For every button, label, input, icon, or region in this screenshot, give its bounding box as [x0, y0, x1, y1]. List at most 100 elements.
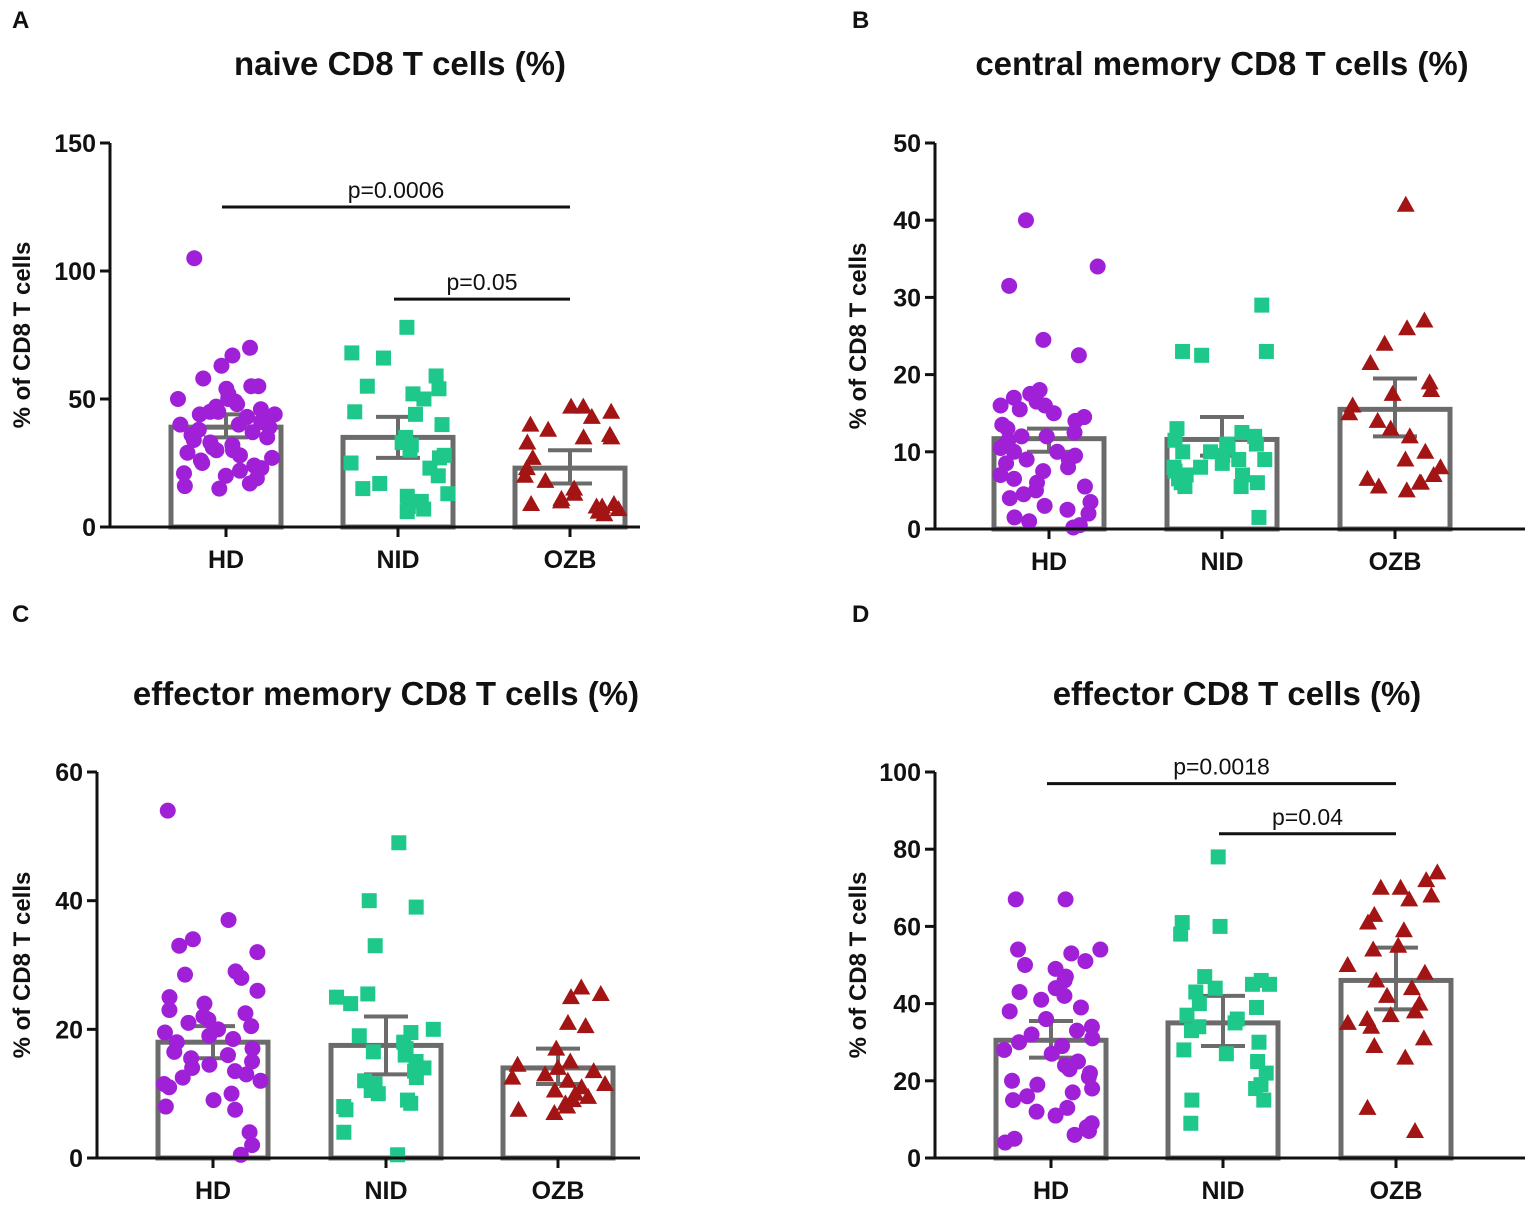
data-point-hd	[241, 475, 258, 492]
data-point-nid	[367, 938, 383, 954]
data-point-hd	[252, 1072, 269, 1089]
data-point-hd	[1011, 984, 1028, 1001]
data-point-hd	[208, 442, 225, 459]
data-point-hd	[1035, 331, 1052, 348]
data-point-hd	[196, 995, 213, 1012]
data-point-hd	[1018, 451, 1035, 468]
data-point-nid	[1244, 976, 1260, 992]
data-point-hd	[179, 444, 196, 461]
data-point-nid	[428, 368, 444, 384]
data-point-ozb	[1394, 921, 1413, 938]
data-point-hd	[1064, 1084, 1081, 1101]
data-point-ozb	[561, 988, 580, 1005]
data-point-nid	[402, 442, 418, 458]
data-point-nid	[372, 475, 388, 491]
data-point-hd	[244, 1040, 261, 1057]
data-point-ozb	[523, 448, 542, 465]
data-point-nid	[416, 501, 432, 517]
data-point-nid	[403, 1095, 419, 1111]
data-point-ozb	[1414, 1029, 1433, 1046]
data-point-nid	[399, 504, 415, 520]
data-point-ozb	[1405, 1121, 1424, 1138]
data-point-ozb	[508, 1055, 527, 1072]
data-point-nid	[1218, 1046, 1234, 1062]
data-point-ozb	[1402, 979, 1421, 996]
data-point-ozb	[1383, 384, 1402, 401]
data-point-hd	[211, 480, 228, 497]
y-tick-label: 50	[68, 386, 96, 414]
data-point-nid	[1233, 479, 1249, 495]
data-point-hd	[997, 1134, 1014, 1151]
y-tick-label: 20	[893, 1068, 921, 1096]
data-point-ozb	[1405, 1002, 1424, 1019]
data-point-hd	[194, 455, 211, 471]
data-point-hd	[1017, 212, 1034, 229]
data-point-ozb	[562, 397, 581, 414]
data-point-hd	[1089, 258, 1106, 275]
data-point-nid	[351, 1028, 367, 1044]
data-point-hd	[1023, 1026, 1040, 1043]
data-point-nid	[391, 835, 407, 851]
data-point-ozb	[572, 978, 591, 995]
data-point-ozb	[558, 1071, 577, 1088]
data-point-hd	[1015, 486, 1032, 503]
data-point-hd	[171, 937, 188, 954]
data-point-hd	[1043, 1045, 1060, 1062]
data-point-ozb	[565, 484, 584, 501]
data-point-ozb	[1358, 1098, 1377, 1115]
data-point-hd	[1063, 945, 1080, 962]
data-point-hd	[244, 1137, 261, 1154]
data-point-hd	[992, 439, 1009, 456]
data-point-nid	[1214, 455, 1230, 471]
y-tick-label: 60	[55, 759, 83, 787]
data-point-nid	[1174, 915, 1190, 931]
data-point-hd	[1056, 987, 1073, 1004]
data-point-hd	[205, 1092, 222, 1109]
data-point-hd	[1001, 277, 1018, 294]
data-point-nid	[355, 481, 371, 497]
data-point-hd	[1047, 1107, 1064, 1124]
data-point-nid	[1227, 1015, 1243, 1031]
data-point-hd	[1004, 1072, 1021, 1089]
data-point-hd	[1070, 347, 1087, 364]
data-point-hd	[166, 1043, 183, 1060]
data-point-nid	[338, 1102, 354, 1118]
y-tick-label: 100	[879, 759, 921, 787]
data-point-hd	[1038, 1011, 1055, 1028]
data-point-hd	[229, 396, 246, 413]
data-point-hd	[1011, 401, 1028, 418]
data-point-ozb	[548, 1058, 567, 1075]
data-point-nid	[399, 319, 415, 335]
y-tick-label: 0	[907, 1145, 921, 1173]
data-point-ozb	[1358, 913, 1377, 930]
data-point-hd	[201, 1027, 218, 1044]
y-tick-label: 80	[893, 836, 921, 864]
data-point-hd	[1001, 490, 1018, 507]
x-category-label: HD	[195, 1177, 231, 1205]
data-point-hd	[264, 449, 281, 466]
y-tick-label: 10	[893, 439, 921, 467]
data-point-ozb	[1422, 381, 1441, 398]
data-point-ozb	[1422, 886, 1441, 903]
data-point-hd	[232, 1146, 249, 1163]
data-point-nid	[1234, 467, 1250, 483]
data-point-ozb	[574, 397, 593, 414]
data-point-hd	[175, 465, 192, 482]
data-point-nid	[1175, 444, 1191, 460]
data-point-nid	[1184, 1023, 1200, 1039]
data-point-ozb	[602, 428, 621, 445]
data-point-nid	[1169, 421, 1185, 437]
y-tick-label: 0	[82, 514, 96, 542]
data-point-hd	[217, 467, 234, 484]
data-point-hd	[259, 429, 276, 446]
data-point-nid	[343, 455, 359, 471]
data-point-ozb	[1398, 319, 1417, 336]
data-point-ozb	[576, 1017, 595, 1034]
data-point-ozb	[536, 1065, 555, 1082]
data-point-nid	[360, 986, 376, 1002]
data-point-ozb	[1415, 963, 1434, 980]
data-point-ozb	[1400, 427, 1419, 444]
data-point-hd	[1017, 957, 1034, 973]
data-point-nid	[1193, 459, 1209, 475]
data-point-hd	[244, 1053, 261, 1070]
